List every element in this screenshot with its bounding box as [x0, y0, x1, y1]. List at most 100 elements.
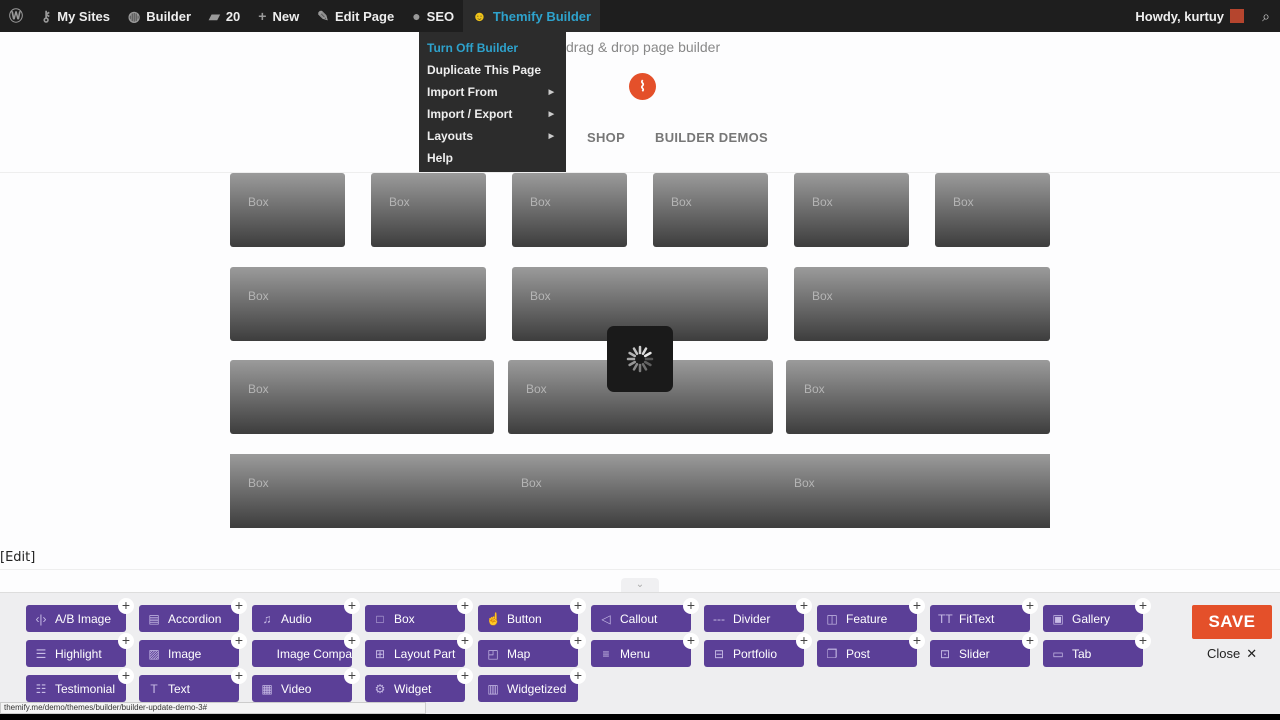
module-fittext[interactable]: TT FitText + — [930, 598, 1038, 632]
menu-item[interactable]: Layouts ▶ — [419, 125, 566, 147]
add-icon[interactable]: + — [118, 598, 134, 614]
add-icon[interactable]: + — [344, 633, 360, 649]
add-icon[interactable]: + — [570, 633, 586, 649]
module-box[interactable]: □ Box + — [365, 598, 473, 632]
add-icon[interactable]: + — [570, 668, 586, 684]
add-icon[interactable]: + — [683, 633, 699, 649]
module-highlight[interactable]: ☰ Highlight + — [26, 633, 134, 667]
module-testimonial[interactable]: ☷ Testimonial + — [26, 668, 134, 702]
save-button[interactable]: SAVE — [1192, 605, 1272, 639]
module-callout[interactable]: ◁ Callout + — [591, 598, 699, 632]
box-module[interactable]: Box — [794, 173, 909, 247]
add-icon[interactable]: + — [796, 633, 812, 649]
adminbar-item[interactable]: + New — [249, 0, 308, 32]
module-divider[interactable]: --- Divider + — [704, 598, 812, 632]
module-label: A/B Image — [55, 611, 112, 626]
adminbar-item[interactable]: Ⓦ — [0, 0, 32, 32]
adminbar-item[interactable]: ⚷ My Sites — [32, 0, 119, 32]
add-icon[interactable]: + — [683, 598, 699, 614]
box-module[interactable]: Box — [230, 454, 504, 528]
adminbar-item[interactable]: ● SEO — [403, 0, 463, 32]
box-module[interactable]: Box — [786, 360, 1050, 434]
module-video[interactable]: ▦ Video + — [252, 668, 360, 702]
rss-icon[interactable]: ⌇ — [629, 73, 656, 100]
module-portfolio[interactable]: ⊟ Portfolio + — [704, 633, 812, 667]
add-icon[interactable]: + — [344, 668, 360, 684]
add-icon[interactable]: + — [457, 633, 473, 649]
search-icon[interactable]: ⌕ — [1262, 8, 1270, 24]
module-slider[interactable]: ⊡ Slider + — [930, 633, 1038, 667]
music-icon: ♫ — [262, 611, 272, 626]
add-icon[interactable]: + — [231, 668, 247, 684]
module-image[interactable]: ▨ Image + — [139, 633, 247, 667]
post-icon: ❐ — [826, 646, 838, 661]
close-icon: ✕ — [1246, 646, 1258, 661]
menu-item[interactable]: Import From ▶ — [419, 81, 566, 103]
box-module[interactable]: Box — [230, 267, 486, 341]
module-a-b-image[interactable]: ‹|› A/B Image + — [26, 598, 134, 632]
module-widget[interactable]: ⚙ Widget + — [365, 668, 473, 702]
menu-item[interactable]: Duplicate This Page — [419, 59, 566, 81]
menu-item[interactable]: Help — [419, 147, 566, 169]
add-icon[interactable]: + — [457, 598, 473, 614]
add-icon[interactable]: + — [118, 633, 134, 649]
add-icon[interactable]: + — [1135, 598, 1151, 614]
box-module[interactable]: Box — [776, 454, 1050, 528]
menu-item[interactable]: Turn Off Builder — [419, 37, 566, 59]
wordpress-icon: Ⓦ — [9, 8, 23, 24]
add-icon[interactable]: + — [344, 598, 360, 614]
adminbar-item[interactable]: ☻ Themify Builder — [463, 0, 601, 32]
chevron-down-icon[interactable]: ⌄ — [621, 578, 659, 592]
add-icon[interactable]: + — [1022, 633, 1038, 649]
close-button[interactable]: Close ✕ — [1207, 646, 1258, 661]
add-icon[interactable]: + — [909, 633, 925, 649]
module-post[interactable]: ❐ Post + — [817, 633, 925, 667]
add-icon[interactable]: + — [570, 598, 586, 614]
module-tab[interactable]: ▭ Tab + — [1043, 633, 1151, 667]
widget-icon: ⚙ — [374, 681, 386, 696]
module-label: Widget — [394, 681, 432, 696]
add-icon[interactable]: + — [909, 598, 925, 614]
box-module[interactable]: Box — [230, 360, 494, 434]
module-text[interactable]: T Text + — [139, 668, 247, 702]
add-icon[interactable]: + — [231, 598, 247, 614]
add-icon[interactable]: + — [231, 633, 247, 649]
menu-item[interactable]: Import / Export ▶ — [419, 103, 566, 125]
account-menu[interactable]: Howdy, kurtuy — [1135, 0, 1244, 32]
box-module[interactable]: Box — [503, 454, 777, 528]
module-gallery[interactable]: ▣ Gallery + — [1043, 598, 1151, 632]
adminbar-item[interactable]: ✎ Edit Page — [308, 0, 403, 32]
box-module[interactable]: Box — [512, 173, 627, 247]
nav-builder-demos[interactable]: BUILDER DEMOS — [655, 130, 768, 145]
module-map[interactable]: ◰ Map + — [478, 633, 586, 667]
module-image-compa[interactable]: Image Compa + — [252, 633, 360, 667]
module-label: Audio — [281, 611, 312, 626]
box-module[interactable]: Box — [935, 173, 1050, 247]
box-module[interactable]: Box — [653, 173, 768, 247]
adminbar-item[interactable]: ◍ Builder — [119, 0, 200, 32]
module-accordion[interactable]: ▤ Accordion + — [139, 598, 247, 632]
add-icon[interactable]: + — [1022, 598, 1038, 614]
box-module[interactable]: Box — [230, 173, 345, 247]
divider — [0, 172, 1280, 173]
module-widgetized[interactable]: ▥ Widgetized + — [478, 668, 586, 702]
module-menu[interactable]: ≡ Menu + — [591, 633, 699, 667]
edit-link[interactable]: [Edit] — [0, 550, 36, 565]
nav-shop[interactable]: SHOP — [587, 130, 626, 145]
module-label: Post — [846, 646, 871, 661]
box-module[interactable]: Box — [794, 267, 1050, 341]
module-feature[interactable]: ◫ Feature + — [817, 598, 925, 632]
module-label: Accordion — [168, 611, 222, 626]
module-label: Gallery — [1072, 611, 1111, 626]
module-audio[interactable]: ♫ Audio + — [252, 598, 360, 632]
module-button[interactable]: ☝ Button + — [478, 598, 586, 632]
add-icon[interactable]: + — [1135, 633, 1151, 649]
add-icon[interactable]: + — [796, 598, 812, 614]
add-icon[interactable]: + — [457, 668, 473, 684]
status-bar-url: themify.me/demo/themes/builder/builder-u… — [0, 702, 426, 714]
plus-icon: + — [258, 8, 267, 24]
add-icon[interactable]: + — [118, 668, 134, 684]
box-module[interactable]: Box — [371, 173, 486, 247]
module-layout-part[interactable]: ⊞ Layout Part + — [365, 633, 473, 667]
adminbar-item[interactable]: ▰ 20 — [200, 0, 249, 32]
